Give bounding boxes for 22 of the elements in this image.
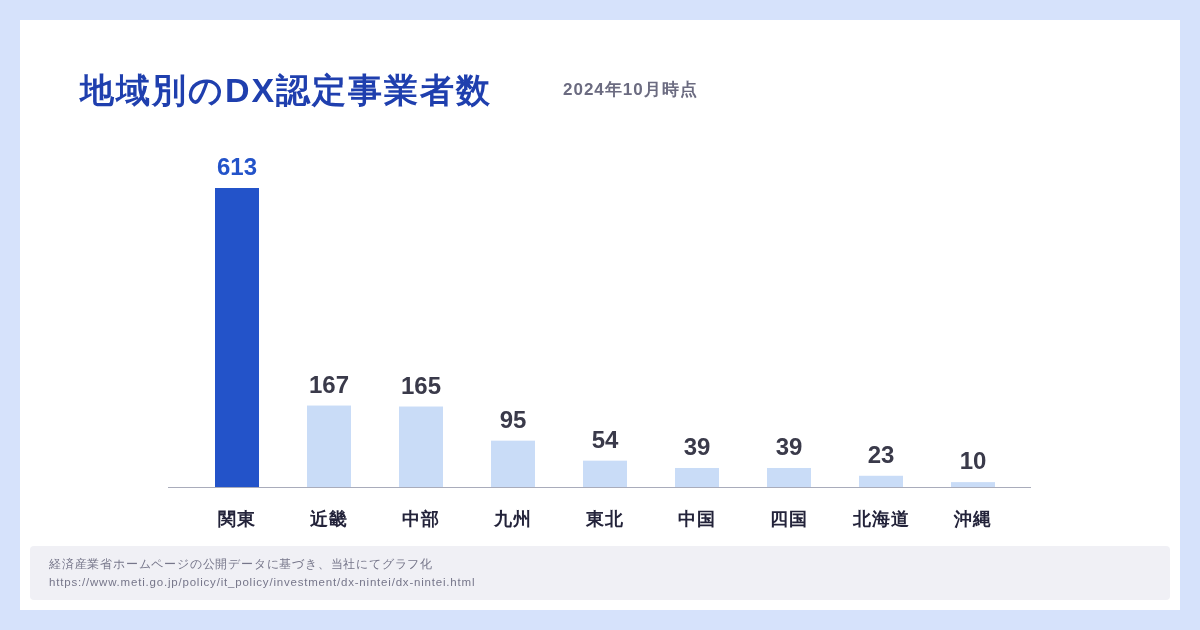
x-tick-label: 九州: [493, 509, 532, 529]
data-label: 167: [308, 370, 350, 398]
x-tick-label: 関東: [218, 509, 256, 529]
x-tick-label: 四国: [770, 509, 808, 529]
x-tick-label: 中部: [402, 509, 440, 529]
text: 経済産業省ホームページの公開データに基づき、当社にてグラフ化: [48, 557, 433, 571]
x-tick-label: 北海道: [851, 509, 910, 529]
text: https://www.meti.go.jp/policy/it_policy/investment/dx-nintei/dx-nintei.html: [49, 576, 476, 588]
x-tick-label: 中国: [678, 509, 716, 529]
x-tick-label: 東北: [585, 509, 624, 529]
data-label: 613: [216, 153, 258, 180]
data-label: 10: [959, 447, 987, 475]
data-label: 54: [591, 425, 619, 453]
x-tick-label: 沖縄: [953, 509, 992, 529]
data-label: 23: [867, 440, 895, 468]
data-label: 165: [400, 371, 442, 399]
data-label: 95: [499, 405, 527, 433]
chart-title: 地域別のDX認定事業者数: [78, 71, 493, 109]
chart-subtitle: 2024年10月時点: [563, 80, 698, 99]
data-label: 39: [775, 432, 803, 460]
x-tick-label: 近畿: [309, 509, 348, 529]
data-label: 39: [683, 432, 711, 460]
